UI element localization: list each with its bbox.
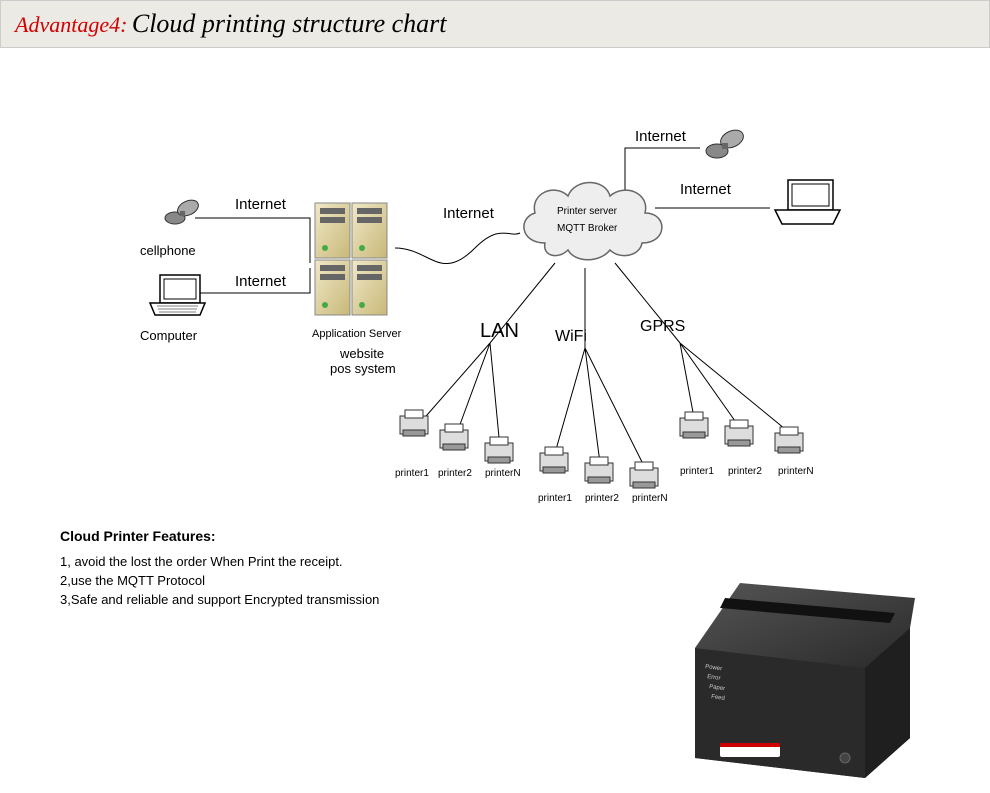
computer-label: Computer	[140, 328, 197, 343]
gprs-label: GPRS	[640, 318, 685, 336]
edge-label-3: Internet	[635, 128, 686, 145]
printer-label: printer1	[395, 468, 429, 479]
header-title: Cloud printing structure chart	[132, 9, 447, 38]
printer-label: printer1	[680, 466, 714, 477]
app-server-label3: pos system	[330, 361, 396, 376]
printer-icon	[625, 458, 665, 493]
printer-icon	[720, 416, 760, 451]
laptop2-icon	[770, 178, 845, 233]
cellphone2-icon	[700, 123, 750, 168]
printer-label: printerN	[778, 466, 814, 477]
edge-label-0: Internet	[235, 196, 286, 213]
features-block: Cloud Printer Features: 1, avoid the los…	[60, 528, 480, 611]
printer-label: printerN	[632, 493, 668, 504]
features-title: Cloud Printer Features:	[60, 528, 480, 544]
printer-icon	[435, 420, 475, 455]
printer-label: printerN	[485, 468, 521, 479]
cloud-label2: MQTT Broker	[557, 223, 617, 234]
edge-label-1: Internet	[235, 273, 286, 290]
server-icon	[310, 193, 405, 323]
cellphone-icon	[160, 193, 205, 233]
advantage-prefix: Advantage4:	[15, 12, 127, 37]
printer-icon	[480, 433, 520, 468]
diagram-stage: cellphone Computer Application Se	[0, 48, 990, 788]
computer-icon	[145, 273, 210, 323]
product-printer-icon: Power Error Paper Feed	[665, 528, 925, 788]
feature-item: 1, avoid the lost the order When Print t…	[60, 554, 480, 569]
cloud-label1: Printer server	[557, 206, 617, 217]
header-bar: Advantage4: Cloud printing structure cha…	[0, 0, 990, 48]
lan-label: LAN	[480, 320, 519, 343]
printer-icon	[535, 443, 575, 478]
printer-icon	[395, 406, 435, 441]
wifi-label: WiFi	[555, 328, 587, 346]
app-server-label: Application Server	[312, 328, 401, 340]
edge-label-4: Internet	[680, 181, 731, 198]
feature-item: 2,use the MQTT Protocol	[60, 573, 480, 588]
cellphone-label: cellphone	[140, 243, 196, 258]
edge-label-2: Internet	[443, 205, 494, 222]
printer-icon	[770, 423, 810, 458]
printer-label: printer2	[585, 493, 619, 504]
printer-icon	[580, 453, 620, 488]
app-server-label2: website	[340, 346, 384, 361]
printer-label: printer2	[438, 468, 472, 479]
printer-icon	[675, 408, 715, 443]
printer-label: printer2	[728, 466, 762, 477]
printer-label: printer1	[538, 493, 572, 504]
feature-item: 3,Safe and reliable and support Encrypte…	[60, 592, 480, 607]
